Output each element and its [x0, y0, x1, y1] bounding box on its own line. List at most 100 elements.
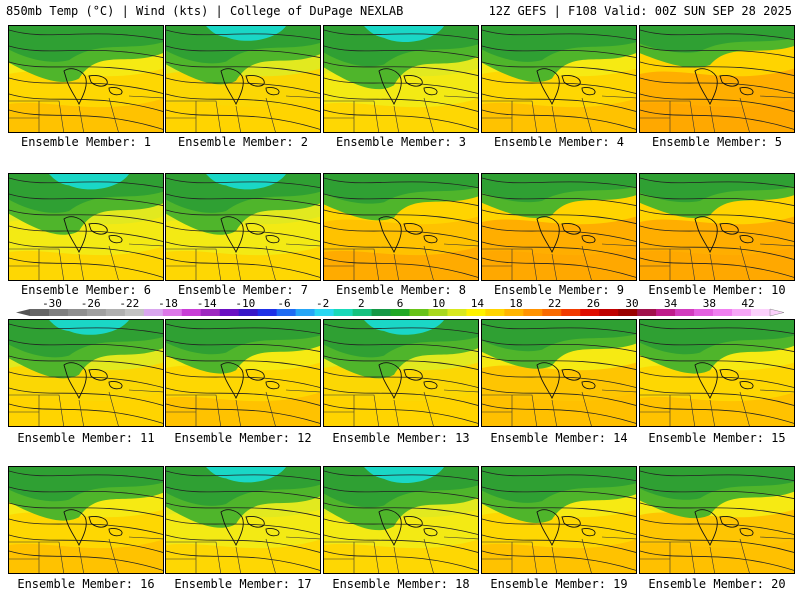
colorbar-swatch: [447, 309, 467, 316]
chart-title: 850mb Temp (°C) | Wind (kts) | College o…: [6, 4, 404, 18]
colorbar-swatch: [637, 309, 657, 316]
colorbar-swatch: [409, 309, 429, 316]
ensemble-member-map: [639, 25, 795, 133]
ensemble-member-map: [165, 466, 321, 574]
colorbar-swatch: [523, 309, 543, 316]
colorbar-tick-label: -26: [81, 297, 101, 310]
ensemble-member-map: [323, 25, 479, 133]
ensemble-member-label: Ensemble Member: 8: [335, 283, 467, 297]
colorbar-swatch: [751, 309, 771, 316]
colorbar-swatch: [371, 309, 391, 316]
colorbar-max-arrow: [769, 308, 785, 317]
colorbar-tick-label: 2: [358, 297, 365, 310]
colorbar-tick-label: -14: [197, 297, 217, 310]
colorbar-swatch: [257, 309, 277, 316]
ensemble-member-map: [8, 25, 164, 133]
ensemble-member-label: Ensemble Member: 16: [17, 577, 155, 591]
colorbar-swatch: [333, 309, 353, 316]
ensemble-member-map: [481, 173, 637, 281]
ensemble-member-label: Ensemble Member: 18: [332, 577, 470, 591]
colorbar-tick-label: -18: [158, 297, 178, 310]
ensemble-member-label: Ensemble Member: 5: [651, 135, 783, 149]
colorbar-swatch: [181, 309, 202, 316]
colorbar-swatch: [599, 309, 619, 316]
colorbar-tick-label: -22: [119, 297, 139, 310]
colorbar-swatch: [295, 309, 315, 316]
colorbar-tick-label: -2: [316, 297, 329, 310]
ensemble-member-label: Ensemble Member: 20: [648, 577, 786, 591]
ensemble-member-map: [639, 466, 795, 574]
ensemble-member-label: Ensemble Member: 7: [177, 283, 309, 297]
colorbar-swatch: [352, 309, 372, 316]
colorbar-swatch: [504, 309, 524, 316]
colorbar-swatch: [428, 309, 448, 316]
colorbar-swatch: [466, 309, 486, 316]
ensemble-member-map: [8, 319, 164, 427]
colorbar-swatch: [124, 309, 145, 316]
colorbar-swatch: [276, 309, 296, 316]
ensemble-member-label: Ensemble Member: 17: [174, 577, 312, 591]
ensemble-member-label: Ensemble Member: 2: [177, 135, 309, 149]
ensemble-member-map: [323, 319, 479, 427]
ensemble-member-label: Ensemble Member: 10: [648, 283, 786, 297]
ensemble-member-map: [481, 466, 637, 574]
ensemble-member-map: [165, 173, 321, 281]
colorbar-swatch: [67, 309, 88, 316]
colorbar-swatch: [30, 309, 50, 316]
colorbar-swatch: [542, 309, 562, 316]
colorbar-tick-label: -30: [42, 297, 62, 310]
temperature-colorbar: -30 -26 -22 -18 -14 -10 -6 -2 2 6 10 14 18 22 26 30 34 38…: [16, 297, 785, 317]
colorbar-swatch: [713, 309, 733, 316]
colorbar-swatch: [219, 309, 240, 316]
colorbar-tick-label: 14: [471, 297, 485, 310]
colorbar-tick-label: 18: [509, 297, 522, 310]
ensemble-member-label: Ensemble Member: 4: [493, 135, 625, 149]
ensemble-member-label: Ensemble Member: 12: [174, 431, 312, 445]
ensemble-member-map: [8, 173, 164, 281]
colorbar-tick-label: 22: [548, 297, 561, 310]
colorbar-swatch: [238, 309, 258, 316]
colorbar-swatch: [694, 309, 714, 316]
ensemble-member-map: [165, 25, 321, 133]
colorbar-swatch: [485, 309, 505, 316]
ensemble-member-label: Ensemble Member: 15: [648, 431, 786, 445]
colorbar-tick-label: 42: [741, 297, 754, 310]
ensemble-member-map: [323, 466, 479, 574]
colorbar-tick-label: 10: [432, 297, 445, 310]
colorbar-swatch: [314, 309, 334, 316]
colorbar-swatch: [48, 309, 69, 316]
colorbar-tick-label: -10: [235, 297, 255, 310]
ensemble-member-label: Ensemble Member: 6: [20, 283, 152, 297]
ensemble-member-map: [8, 466, 164, 574]
colorbar-swatch: [675, 309, 695, 316]
ensemble-member-label: Ensemble Member: 11: [17, 431, 155, 445]
colorbar-tick-label: 26: [587, 297, 600, 310]
colorbar-swatch: [105, 309, 126, 316]
ensemble-member-map: [165, 319, 321, 427]
ensemble-member-label: Ensemble Member: 1: [20, 135, 152, 149]
ensemble-member-label: Ensemble Member: 9: [493, 283, 625, 297]
ensemble-member-label: Ensemble Member: 19: [490, 577, 628, 591]
run-valid-time: 12Z GEFS | F108 Valid: 00Z SUN SEP 28 20…: [488, 4, 792, 18]
ensemble-member-map: [639, 319, 795, 427]
ensemble-member-label: Ensemble Member: 3: [335, 135, 467, 149]
ensemble-member-map: [323, 173, 479, 281]
colorbar-swatch: [200, 309, 221, 316]
ensemble-member-map: [639, 173, 795, 281]
colorbar-tick-label: 38: [703, 297, 716, 310]
colorbar-min-arrow: [16, 309, 30, 316]
colorbar-swatch: [143, 309, 164, 316]
ensemble-member-map: [481, 25, 637, 133]
colorbar-swatch: [390, 309, 410, 316]
ensemble-member-label: Ensemble Member: 13: [332, 431, 470, 445]
colorbar-swatch: [618, 309, 638, 316]
colorbar-swatch: [86, 309, 107, 316]
colorbar-swatch: [732, 309, 752, 316]
colorbar-swatch: [580, 309, 600, 316]
colorbar-tick-label: 30: [625, 297, 638, 310]
colorbar-tick-label: 6: [397, 297, 404, 310]
ensemble-member-label: Ensemble Member: 14: [490, 431, 628, 445]
colorbar-swatch: [561, 309, 581, 316]
ensemble-member-map: [481, 319, 637, 427]
colorbar-swatch: [656, 309, 676, 316]
